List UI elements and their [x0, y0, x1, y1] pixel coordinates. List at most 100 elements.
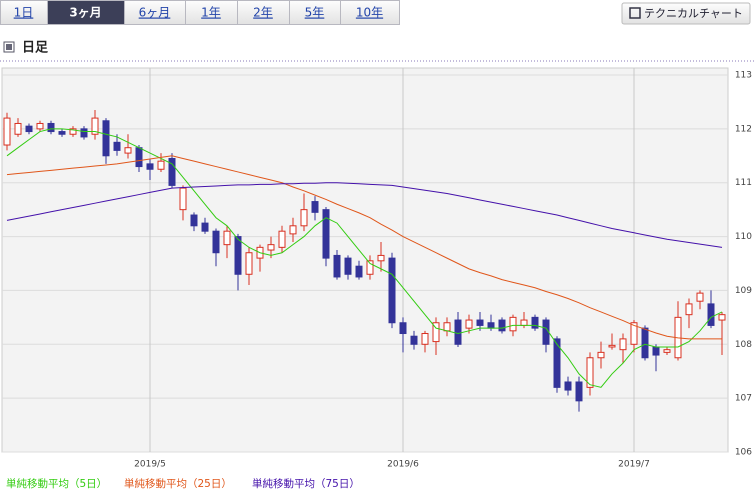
- candle-body: [3, 117, 11, 146]
- candle-body: [685, 303, 693, 316]
- candle-body: [69, 128, 77, 135]
- candle-body: [443, 322, 451, 332]
- candle-body: [135, 147, 143, 168]
- candle-body: [487, 322, 495, 329]
- candle-body: [36, 122, 44, 130]
- y-tick-label: 112: [735, 124, 752, 134]
- candle-body: [311, 201, 319, 213]
- candle-body: [542, 319, 550, 345]
- candle-body: [223, 230, 231, 246]
- candle-body: [322, 209, 330, 259]
- candle-body: [355, 265, 363, 278]
- x-tick-label: 2019/6: [387, 460, 419, 470]
- x-tick-label: 2019/5: [134, 460, 166, 470]
- tab[interactable]: [124, 0, 186, 25]
- tab-label[interactable]: 2年: [253, 6, 273, 20]
- candle-body: [245, 252, 253, 275]
- candle-body: [553, 338, 561, 388]
- candle-body: [619, 338, 627, 351]
- candle-body: [531, 316, 539, 329]
- moving-average-line: [6, 182, 723, 248]
- candle-body: [707, 303, 715, 326]
- candle-body: [421, 333, 429, 345]
- tab[interactable]: [289, 0, 341, 25]
- plot: 106 107 108 109 110 111 112 113 2019/5 2019/6 2019…: [2, 68, 752, 490]
- tab-label[interactable]: 3ヶ月: [69, 6, 101, 20]
- candle-body: [278, 230, 286, 248]
- candle-body: [630, 322, 638, 345]
- candle-body: [333, 254, 341, 278]
- tab-bar: 1日 3ヶ月 6ヶ月 1年 2年 5年 10年: [0, 0, 400, 25]
- candle-body: [586, 357, 594, 388]
- candle-body: [410, 335, 418, 345]
- candle-body: [300, 209, 308, 227]
- tab[interactable]: [237, 0, 290, 25]
- legend-entry: 単純移動平均（5日）: [6, 477, 107, 490]
- button-label[interactable]: テクニカルチャート: [644, 7, 743, 20]
- candle-body: [190, 214, 198, 227]
- y-tick-label: 113: [735, 71, 752, 81]
- section-title: 日足: [22, 41, 49, 56]
- candle-body: [509, 316, 517, 332]
- section-icon-inner: [6, 44, 12, 50]
- tab[interactable]: [0, 0, 48, 25]
- candle-body: [520, 319, 528, 326]
- candle-body: [608, 344, 616, 348]
- candle-body: [212, 230, 220, 254]
- candle-body: [652, 346, 660, 356]
- candle-body: [641, 327, 649, 359]
- candle-body: [718, 314, 726, 321]
- tab[interactable]: [340, 0, 400, 25]
- candle-body: [179, 187, 187, 211]
- candle-body: [476, 319, 484, 326]
- candle-body: [597, 351, 605, 359]
- tab-label[interactable]: 1日: [14, 6, 34, 20]
- candle-body: [575, 381, 583, 402]
- tab-label[interactable]: 1年: [201, 6, 221, 20]
- candle-body: [234, 236, 242, 275]
- candle-body: [377, 254, 385, 262]
- candle-body: [113, 141, 121, 151]
- plot-area: [1, 67, 729, 453]
- candle-body: [366, 260, 374, 275]
- candle-body: [344, 257, 352, 275]
- technical-chart-button[interactable]: [621, 2, 751, 25]
- candle-body: [58, 131, 66, 135]
- y-tick-label: 111: [735, 178, 752, 188]
- tab[interactable]: [47, 0, 125, 25]
- candle-body: [25, 125, 33, 133]
- candle-body: [124, 147, 132, 154]
- legend-entry: 単純移動平均（25日）: [124, 477, 232, 490]
- candle-body: [388, 257, 396, 324]
- y-tick-label: 109: [735, 286, 752, 296]
- y-tick-label: 108: [735, 340, 752, 350]
- y-tick-label: 107: [735, 394, 752, 404]
- candle-body: [168, 157, 176, 186]
- tab-label[interactable]: 6ヶ月: [139, 6, 171, 20]
- candle-body: [564, 381, 572, 391]
- candle-body: [696, 292, 704, 302]
- y-tick-label: 110: [735, 232, 752, 242]
- tab-label[interactable]: 10年: [356, 6, 383, 20]
- candle-body: [157, 160, 165, 170]
- candle-body: [498, 319, 506, 332]
- candle-body: [399, 322, 407, 335]
- candle-body: [14, 122, 22, 135]
- x-tick-label: 2019/7: [618, 460, 650, 470]
- candle-body: [432, 322, 440, 343]
- candle-body: [47, 122, 55, 133]
- tab-label[interactable]: 5年: [305, 6, 325, 20]
- candle-body: [663, 349, 671, 353]
- candle-body: [102, 120, 110, 157]
- candle-body: [454, 319, 462, 345]
- candle-body: [267, 244, 275, 251]
- candle-body: [201, 222, 209, 232]
- candle-body: [289, 225, 297, 235]
- candle-body: [146, 163, 154, 170]
- y-tick-label: 106: [735, 448, 752, 458]
- button-icon: [629, 7, 641, 19]
- candle-body: [465, 319, 473, 329]
- candle-body: [80, 128, 88, 138]
- legend-entry: 単純移動平均（75日）: [252, 477, 360, 490]
- moving-average-line: [6, 155, 722, 340]
